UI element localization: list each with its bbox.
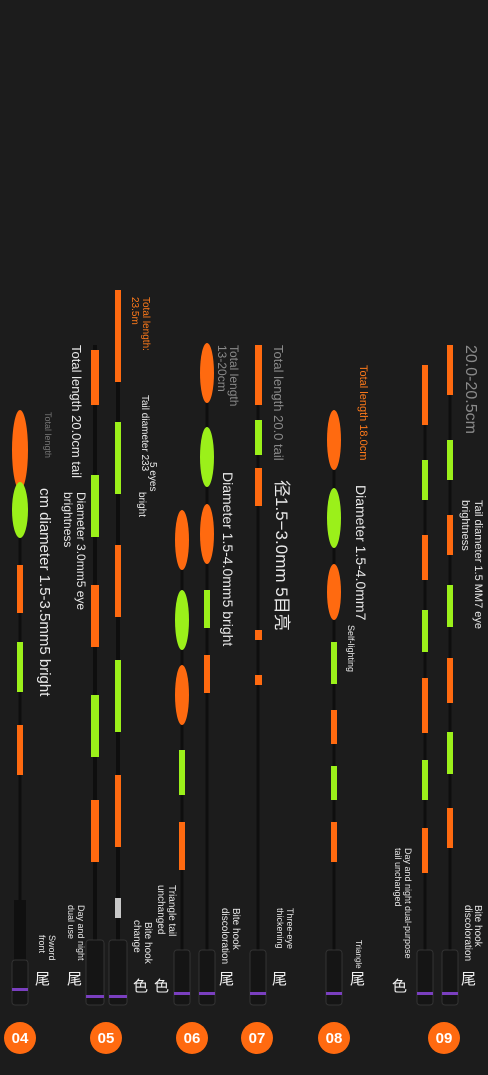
float-07-diameter-label: 径1.5−3.0mm 5目亮 — [272, 480, 291, 631]
float-05-tail-char-b: 色 — [133, 978, 149, 995]
float-09-brightness-label: brightness — [459, 500, 471, 551]
float-06-b — [198, 343, 216, 1006]
float-09-a — [416, 365, 434, 1006]
float-09-tail-unchanged-label: tail unchanged — [393, 848, 403, 907]
float-06-unchanged-label: unchanged — [155, 885, 166, 935]
float-09-discoloration-label: discoloration — [462, 905, 473, 962]
float-06-bite-hook-label: Bite hook — [230, 908, 241, 950]
float-09-bite-hook-label: Bite hook — [472, 905, 483, 947]
float-04-tail-char: 尾 — [35, 971, 51, 988]
float-05-tail-diameter-label: Tail diameter 233 — [139, 395, 150, 472]
badge-07: 07 — [241, 1022, 273, 1054]
float-08-tail-char: 尾 — [350, 971, 366, 988]
badge-09: 09 — [428, 1022, 460, 1054]
float-05-change-label: change — [131, 920, 142, 953]
float-04-total-length-label: Total length — [43, 412, 53, 459]
float-05-total-length-b-label: Total length: — [140, 297, 151, 351]
float-07-three-eye-label: Three-eye — [285, 908, 295, 950]
float-09-tail-diameter-label: Tail diameter 1.5 MM7 eye — [472, 500, 484, 629]
float-09-day-night-label: Day and night dual-purpose — [403, 848, 413, 959]
float-09-length-range-label: 20.0-20.5cm — [462, 345, 479, 434]
float-07-thickening-label: thickening — [275, 908, 285, 949]
float-06-tail-char-a: 色 — [154, 978, 170, 995]
float-05-diameter-label: Diameter 3.0mm5 eye — [74, 492, 88, 611]
float-05-total-length-label: Total length 20.0cm tail — [69, 345, 84, 478]
float-06-length-range-label: 13-20cm — [215, 345, 229, 392]
float-07-tail-char: 尾 — [272, 971, 288, 988]
float-05-bright-label: bright — [136, 492, 147, 518]
float-08-self-lighting-label: Self-lighting — [346, 625, 356, 673]
float-05-five-eyes-label: 5 eyes — [147, 462, 158, 492]
badge-08: 08 — [318, 1022, 350, 1054]
float-06-diameter-label: Diameter 1.5-4.0mm5 bright — [220, 472, 236, 647]
float-06-discoloration-label: discoloration — [219, 908, 230, 965]
float-06-triangle-tail-label: Triangle tail — [166, 885, 177, 937]
float-08-triangle-label: Triangle — [354, 940, 363, 969]
float-07 — [249, 345, 267, 1006]
badge-04: 04 — [4, 1022, 36, 1054]
float-04-diameter-label: cm diameter 1.5-3.5mm5 bright — [36, 488, 53, 697]
float-05-bite-hook-label: Bite hook — [142, 922, 153, 964]
float-06-tail-char-b: 尾 — [219, 971, 235, 988]
float-05-dual-use-label: dual use — [66, 905, 76, 940]
badge-06: 06 — [176, 1022, 208, 1054]
float-04-front-label: front — [37, 935, 47, 954]
float-05-length-value-label: 23.5m — [129, 297, 140, 325]
float-06-a — [173, 510, 191, 1006]
float-04-sword-label: Sword — [47, 935, 57, 961]
float-09-tail-char-b: 尾 — [461, 971, 477, 988]
float-06-total-length-label: Total length — [227, 345, 241, 407]
float-05-tail-char-a: 尾 — [67, 971, 83, 988]
badge-05: 05 — [90, 1022, 122, 1054]
float-09-b — [441, 345, 459, 1006]
float-08 — [325, 410, 343, 1006]
float-07-total-length-label: Total length 20.0 tail — [271, 345, 286, 461]
float-04 — [11, 410, 29, 1006]
float-05-a — [85, 345, 105, 1006]
float-08-diameter-label: Diameter 1.5-4.0mm7 — [353, 485, 369, 621]
float-08-total-length-label: Total length 18.0cm — [357, 365, 369, 461]
float-05-brightness-label: brightness — [61, 492, 75, 548]
float-05-b — [108, 290, 128, 1006]
float-09-tail-char-a: 色 — [392, 978, 408, 995]
float-05-day-night-label: Day and night — [76, 905, 86, 961]
